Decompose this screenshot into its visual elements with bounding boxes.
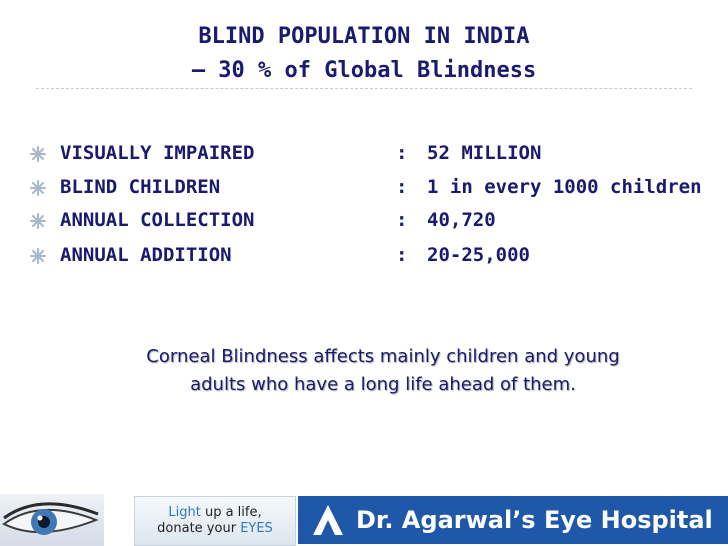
stat-value: 1 in every 1000 children: [427, 176, 702, 198]
stat-colon: :: [396, 176, 408, 198]
stat-row: VISUALLY IMPAIRED : 52 MILLION: [30, 138, 728, 168]
snowflake-bullet-icon: [30, 213, 46, 229]
tagline-donate: donate your: [157, 521, 241, 536]
footer-banner: Light up a life, donate your EYES Dr. Ag…: [0, 494, 728, 546]
stat-colon: :: [396, 244, 408, 266]
eye-image: [0, 494, 104, 546]
stat-row: ANNUAL ADDITION : 20-25,000: [30, 240, 728, 270]
stat-value: 20-25,000: [427, 244, 530, 266]
tagline-rest: up a life,: [200, 505, 262, 520]
slide-title: BLIND POPULATION IN INDIA: [198, 24, 530, 49]
stat-row: BLIND CHILDREN : 1 in every 1000 childre…: [30, 172, 728, 202]
note-line-1: Corneal Blindness affects mainly childre…: [146, 346, 620, 367]
title-divider: [36, 88, 692, 89]
eye-icon: [2, 502, 99, 535]
stat-label: BLIND CHILDREN: [60, 176, 221, 198]
stat-label: ANNUAL ADDITION: [60, 244, 232, 266]
arrow-logo-icon: [313, 505, 343, 535]
snowflake-bullet-icon: [30, 248, 46, 264]
stat-value: 52 MILLION: [427, 142, 542, 164]
tagline-box: Light up a life, donate your EYES: [134, 496, 296, 546]
note-line-2: adults who have a long life ahead of the…: [190, 374, 576, 395]
hospital-brand: Dr. Agarwal’s Eye Hospital: [298, 496, 728, 544]
stat-value: 40,720: [427, 209, 496, 231]
snowflake-bullet-icon: [30, 180, 46, 196]
stat-label: ANNUAL COLLECTION: [60, 209, 255, 231]
slide-subtitle: – 30 % of Global Blindness: [191, 58, 537, 83]
stat-label: VISUALLY IMPAIRED: [60, 142, 255, 164]
stat-row: ANNUAL COLLECTION : 40,720: [30, 205, 728, 235]
tagline-eyes: EYES: [240, 521, 273, 536]
tagline-light: Light: [168, 505, 201, 520]
stat-colon: :: [396, 209, 408, 231]
hospital-name: Dr. Agarwal’s Eye Hospital: [356, 506, 713, 534]
stat-colon: :: [396, 142, 408, 164]
snowflake-bullet-icon: [30, 146, 46, 162]
